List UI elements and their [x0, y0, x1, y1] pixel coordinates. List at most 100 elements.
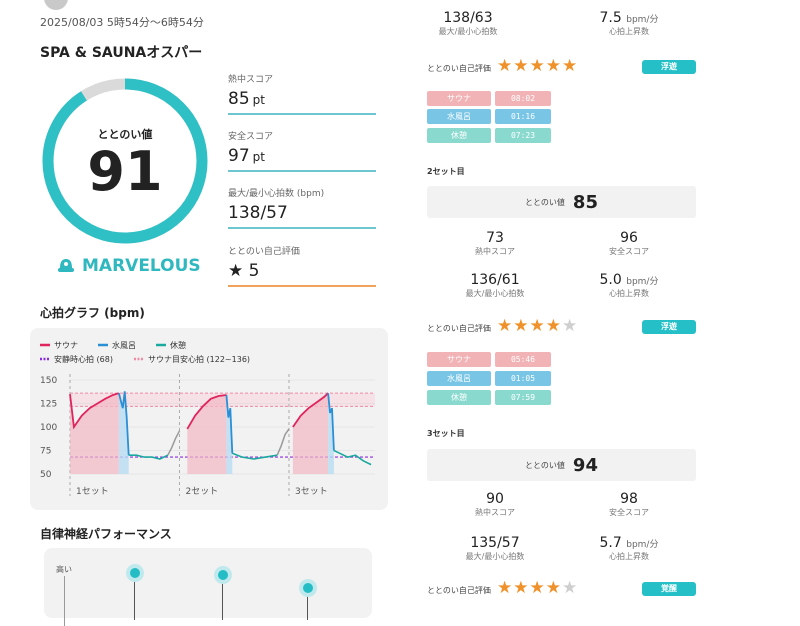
metric-label: ととのい自己評価 [228, 247, 300, 257]
set2-maxmin: 136/61 最大/最小心拍数 [455, 272, 535, 299]
star-filled-icon: ★ [529, 578, 546, 598]
heat-score: 熱中スコア 85 pt [228, 72, 376, 115]
transition-line [276, 428, 290, 456]
rest-line [232, 452, 278, 460]
legend-label: 安静時心拍 (68) [54, 354, 113, 364]
star-filled-icon: ★ [545, 56, 562, 76]
set1-rise: 7.5 bpm/分 心拍上昇数 [584, 10, 674, 37]
y-tick-label: 125 [40, 400, 57, 410]
sauna-hat-icon [58, 259, 74, 272]
autonomic-point [299, 579, 317, 597]
star-filled-icon: ★ [513, 316, 530, 336]
set3-maxmin: 135/57 最大/最小心拍数 [455, 535, 535, 562]
safety-score: 安全スコア 97 pt [228, 129, 376, 172]
sauna-area [292, 393, 329, 474]
autonomic-y-label: 高い [56, 565, 72, 574]
stat-label: 最大/最小心拍数 [465, 289, 525, 298]
stat-value: 90 [486, 491, 504, 507]
set1-mood-badge: 浮遊 [642, 60, 696, 74]
set1-stars: ★★★★★ [497, 56, 578, 76]
cold-line [225, 394, 234, 454]
sauna-area [70, 393, 119, 474]
set2-totonoi-box: ととのい値 85 [427, 186, 696, 218]
stat-value: 73 [486, 230, 504, 246]
metric-value: 138/57 [228, 203, 288, 223]
self-rating: ととのい自己評価 ★ 5 [228, 244, 376, 287]
legend-label: サウナ [54, 341, 78, 350]
set1-rest-time: 07:23 [495, 128, 551, 143]
set1-sauna-time: 08:02 [495, 91, 551, 106]
rank-label: MARVELOUS [82, 256, 201, 276]
set2-sauna-tag: サウナ [427, 352, 491, 367]
star-icon: ★ [228, 261, 244, 281]
stat-unit: bpm/分 [626, 277, 659, 287]
star-filled-icon: ★ [513, 578, 530, 598]
autonomic-card: 高い [44, 548, 372, 626]
stat-value: 5.7 [599, 535, 622, 551]
stat-label: 心拍上昇数 [609, 289, 649, 298]
sauna-line [186, 394, 227, 430]
set2-heat: 73 熱中スコア [455, 230, 535, 257]
set-label: 3セット [295, 486, 328, 497]
set2-mood-badge: 浮遊 [642, 320, 696, 334]
set2-stars: ★★★★★ [497, 316, 578, 336]
sauna-area [187, 395, 227, 474]
y-tick-label: 150 [40, 376, 57, 386]
set3-label: 3セット目 [427, 429, 465, 438]
stat-value: 96 [620, 230, 638, 246]
set3-totonoi-box: ととのい値 94 [427, 449, 696, 481]
stat-label: 安全スコア [609, 247, 649, 256]
avatar [44, 0, 68, 10]
set3-rise: 5.7 bpm/分 心拍上昇数 [584, 535, 674, 562]
stat-label: 安全スコア [609, 508, 649, 517]
metric-label: 安全スコア [228, 132, 274, 142]
set1-rest-tag: 休憩 [427, 128, 491, 143]
autonomic-point [126, 564, 144, 582]
star-empty-icon: ★ [562, 578, 579, 598]
cold-line [327, 393, 335, 451]
set3-mood-badge: 覚醒 [642, 582, 696, 596]
gauge-label: ととのい値 [97, 128, 153, 141]
y-tick-label: 50 [40, 470, 52, 480]
autonomic-title: 自律神経パフォーマンス [40, 527, 172, 541]
gauge-value: 91 [87, 140, 163, 203]
star-filled-icon: ★ [529, 56, 546, 76]
set3-stars: ★★★★★ [497, 578, 578, 598]
metric-value: 5 [248, 261, 260, 281]
set3-safety: 98 安全スコア [589, 491, 669, 518]
rest-line [333, 449, 372, 466]
set2-tt-label: ととのい値 [525, 197, 565, 207]
stat-label: 熱中スコア [475, 508, 515, 517]
set2-cold-tag: 水風呂 [427, 371, 491, 386]
set-label: 2セット [185, 486, 218, 497]
star-filled-icon: ★ [497, 56, 514, 76]
stat-label: 最大/最小心拍数 [438, 27, 498, 36]
set2-label: 2セット目 [427, 167, 465, 176]
stat-unit: bpm/分 [626, 540, 659, 550]
stat-label: 心拍上昇数 [609, 552, 649, 561]
metric-unit: pt [252, 150, 265, 164]
set2-cold-time: 01:05 [495, 371, 551, 386]
sauna-line [69, 392, 120, 430]
autonomic-axis [64, 576, 65, 626]
set1-rating-label: ととのい自己評価 [427, 64, 491, 73]
stat-value: 135/57 [470, 535, 520, 551]
set3-tt-value: 94 [572, 454, 598, 476]
set2-safety: 96 安全スコア [589, 230, 669, 257]
legend-label: 休憩 [170, 340, 186, 350]
transition-line [167, 430, 181, 456]
star-empty-icon: ★ [562, 316, 579, 336]
set2-tt-value: 85 [572, 191, 598, 213]
stat-value: 7.5 [599, 10, 622, 26]
sauna-line [292, 392, 329, 428]
set1-cold-tag: 水風呂 [427, 109, 491, 124]
star-filled-icon: ★ [529, 316, 546, 336]
facility-name: SPA & SAUNAオスパー [40, 45, 203, 61]
rest-line [128, 454, 169, 460]
set1-sauna-tag: サウナ [427, 91, 491, 106]
session-date: 2025/08/03 5時54分〜6時54分 [40, 16, 204, 29]
set2-sauna-time: 05:46 [495, 352, 551, 367]
stat-label: 熱中スコア [475, 247, 515, 256]
set3-tt-label: ととのい値 [525, 460, 565, 470]
